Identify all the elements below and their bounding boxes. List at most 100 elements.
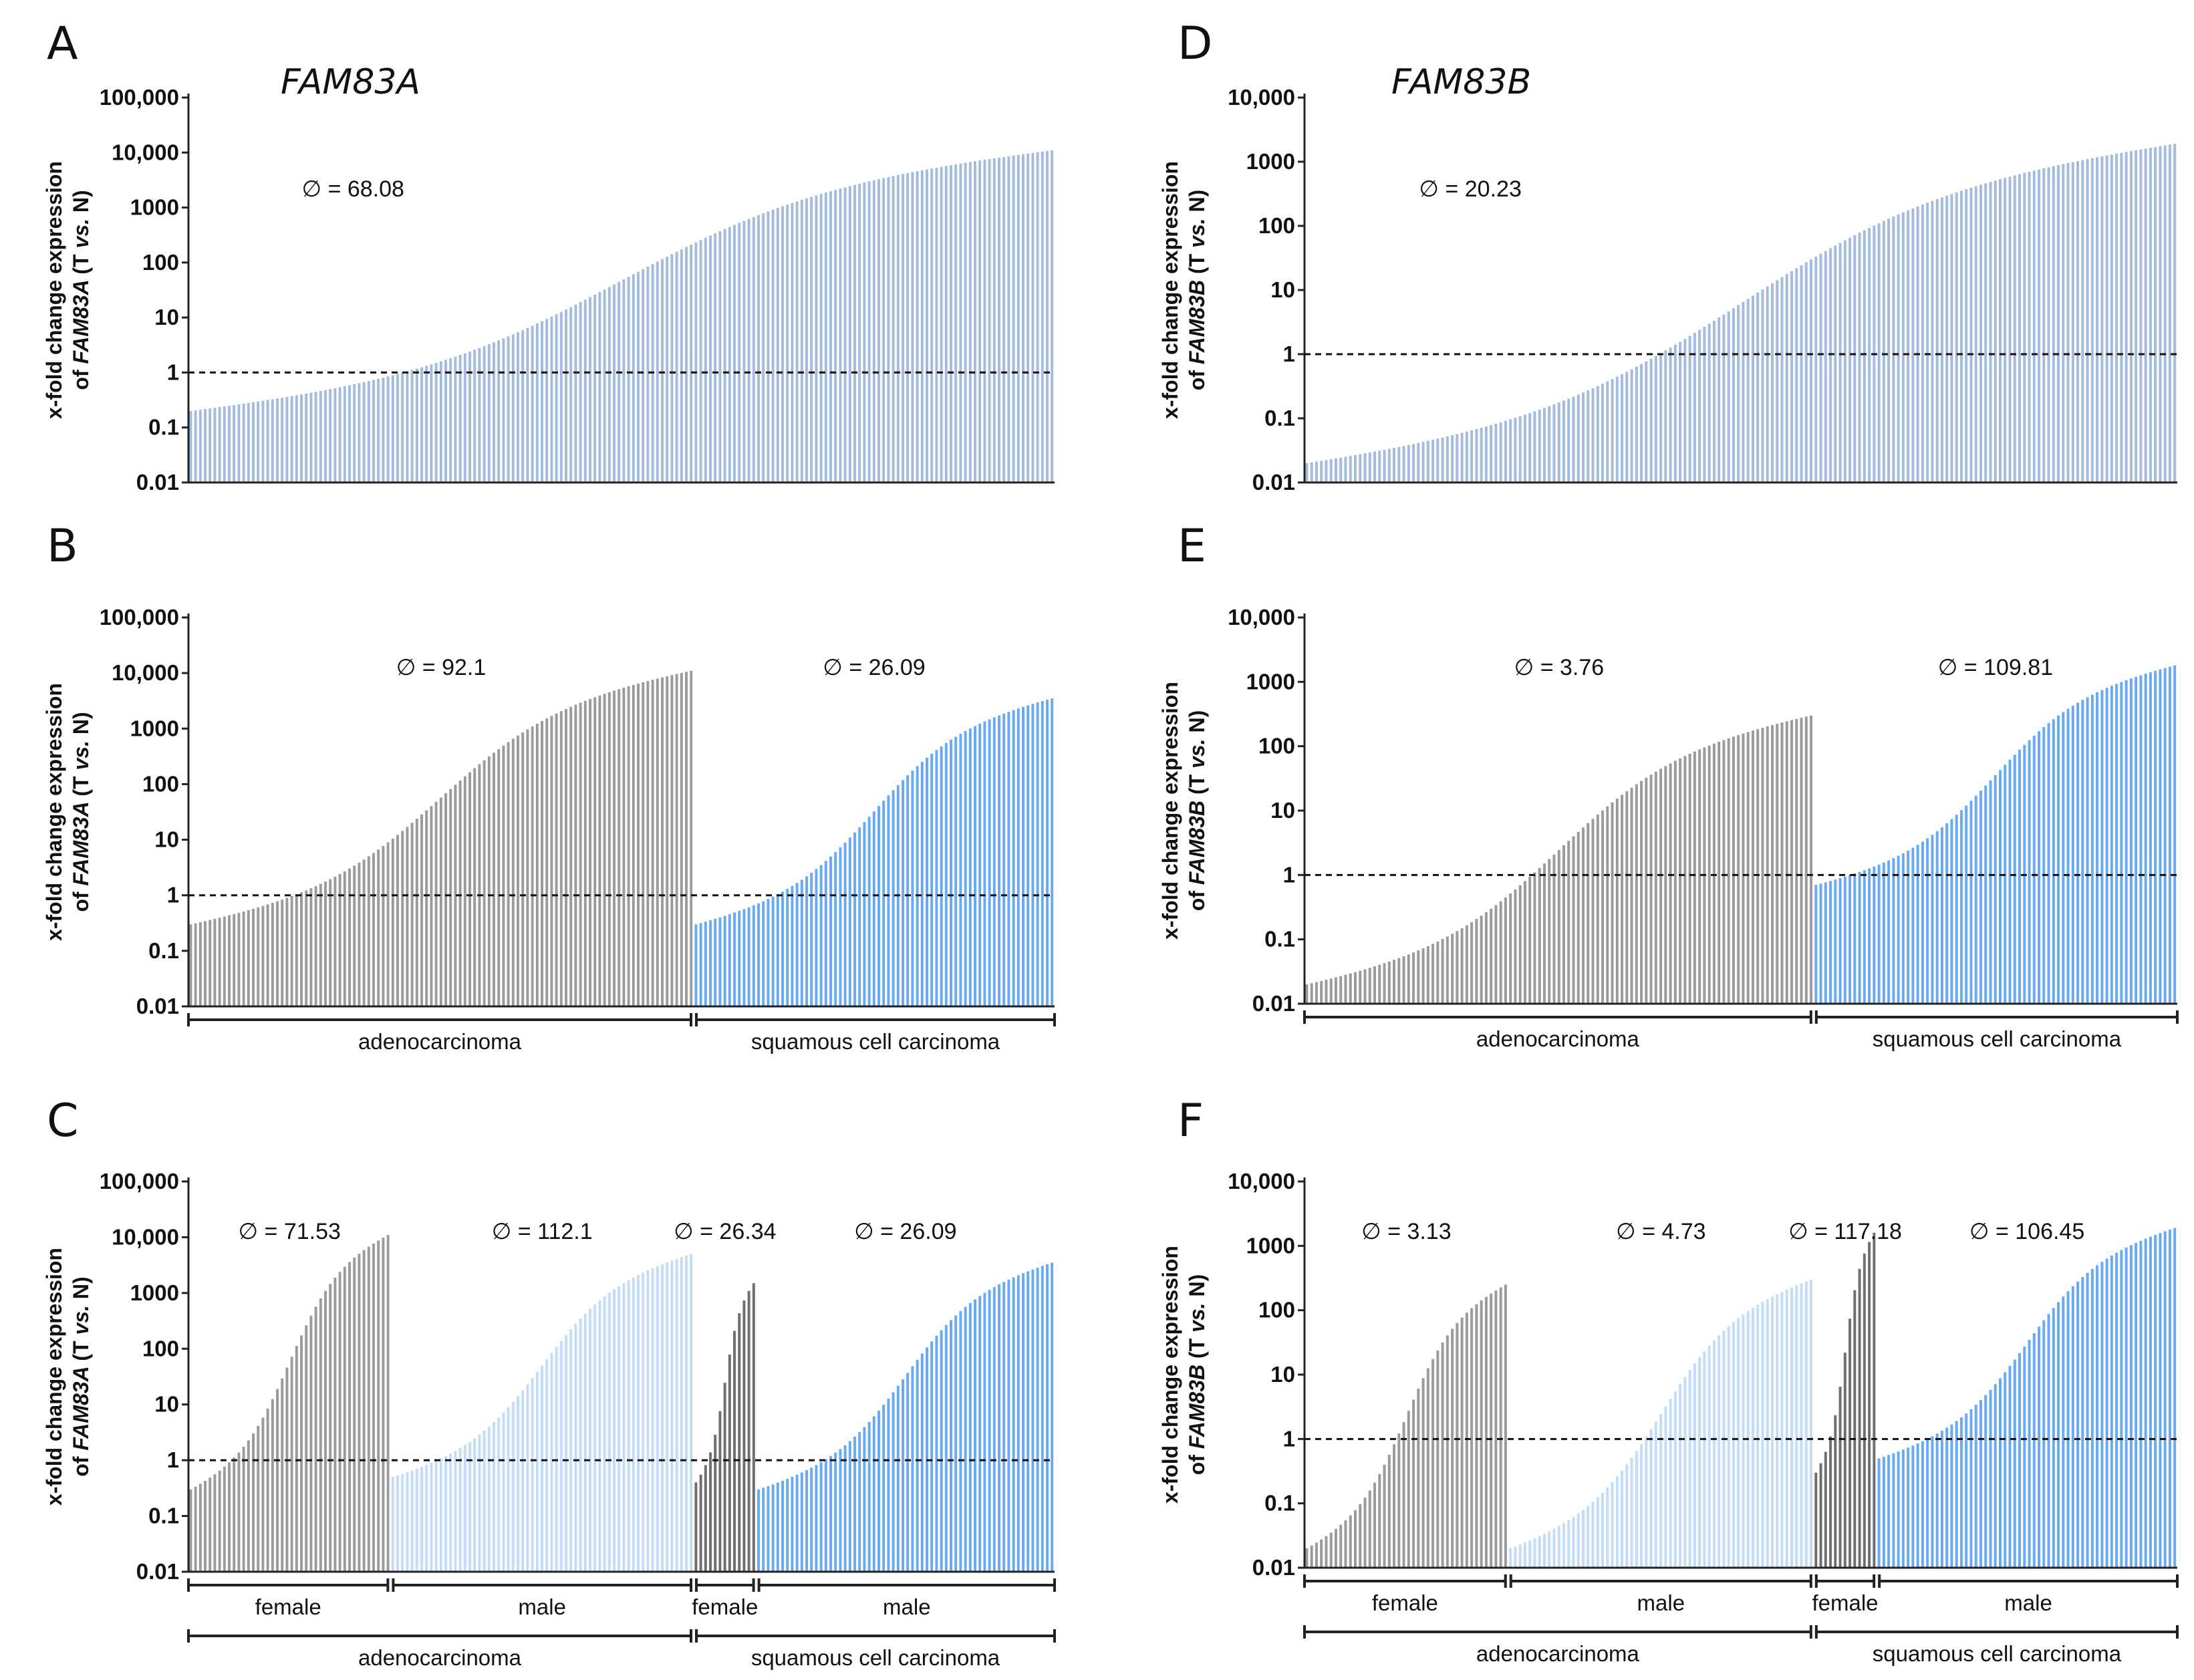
bar bbox=[627, 1280, 630, 1572]
bar bbox=[742, 909, 746, 1006]
bar bbox=[1387, 448, 1391, 482]
bar bbox=[1031, 704, 1035, 1006]
bar bbox=[920, 1353, 924, 1572]
bar bbox=[1877, 864, 1881, 1004]
bar bbox=[776, 208, 779, 482]
bar bbox=[2163, 1231, 2167, 1568]
bar bbox=[1022, 706, 1024, 1006]
bar bbox=[583, 700, 587, 1006]
bar bbox=[762, 1488, 765, 1572]
bar bbox=[396, 374, 399, 482]
bar bbox=[1334, 1528, 1337, 1568]
bar bbox=[1727, 1326, 1730, 1568]
bar bbox=[1688, 1370, 1691, 1568]
bar bbox=[1824, 1451, 1827, 1568]
y-axis-label-gene: FAM83B bbox=[1185, 1359, 1209, 1449]
bar bbox=[1426, 1368, 1429, 1568]
bar bbox=[877, 179, 880, 482]
bar bbox=[1649, 775, 1653, 1004]
bar bbox=[420, 1466, 423, 1572]
bar bbox=[2090, 1268, 2094, 1568]
bar bbox=[1911, 208, 1915, 482]
bar bbox=[1751, 730, 1754, 1004]
bar bbox=[1587, 390, 1590, 482]
bar bbox=[1829, 881, 1832, 1004]
bar bbox=[247, 909, 250, 1006]
bar bbox=[348, 868, 351, 1006]
bar bbox=[1007, 156, 1010, 482]
bar bbox=[1727, 738, 1730, 1004]
bar bbox=[728, 914, 731, 1006]
bar bbox=[1664, 350, 1667, 482]
group-bracket: adenocarcinoma bbox=[187, 1629, 692, 1670]
bar bbox=[1979, 1400, 1982, 1568]
bar bbox=[699, 923, 702, 1006]
bar bbox=[1012, 710, 1015, 1006]
bar bbox=[1412, 444, 1415, 482]
bar bbox=[415, 1468, 418, 1572]
bar bbox=[348, 1262, 351, 1572]
bar bbox=[863, 182, 866, 482]
bar bbox=[824, 1459, 827, 1572]
bar bbox=[401, 372, 404, 482]
bar bbox=[723, 916, 726, 1006]
bar bbox=[1431, 440, 1435, 482]
group-bracket: female bbox=[1303, 1574, 1507, 1615]
bar bbox=[1955, 192, 1958, 482]
bar bbox=[858, 827, 861, 1006]
bar bbox=[1007, 1279, 1010, 1572]
bar bbox=[198, 410, 202, 482]
bar bbox=[675, 1258, 678, 1572]
bar bbox=[1514, 1546, 1517, 1568]
bar bbox=[1460, 928, 1464, 1004]
bar bbox=[223, 916, 226, 1006]
bar bbox=[1780, 277, 1784, 482]
bar bbox=[983, 160, 986, 483]
bar bbox=[1051, 150, 1054, 482]
bar bbox=[834, 190, 837, 482]
bar bbox=[367, 1246, 370, 1572]
bar bbox=[1863, 230, 1866, 482]
bar bbox=[2090, 158, 2094, 482]
y-axis-label-vs: vs. bbox=[69, 213, 93, 248]
bar bbox=[1959, 810, 1963, 1004]
bar bbox=[2013, 175, 2016, 482]
bar bbox=[1460, 432, 1464, 482]
bar bbox=[2013, 754, 2016, 1004]
bar bbox=[1022, 154, 1024, 482]
y-tick-label: 0.1 bbox=[148, 1504, 179, 1528]
bar bbox=[559, 311, 563, 482]
bar bbox=[589, 1308, 591, 1572]
bar bbox=[1732, 1322, 1735, 1568]
bar bbox=[1742, 301, 1745, 482]
group-bracket: squamous cell carcinoma bbox=[695, 1013, 1056, 1054]
bar bbox=[800, 1472, 803, 1572]
bar bbox=[1683, 339, 1687, 482]
y-axis-label-gene: FAM83B bbox=[1185, 274, 1209, 364]
bar bbox=[1572, 396, 1575, 482]
y-tick-label: 100 bbox=[1258, 734, 1295, 758]
bar bbox=[309, 888, 313, 1006]
bar bbox=[1645, 361, 1648, 482]
bar bbox=[1344, 1520, 1347, 1568]
bar bbox=[2115, 1252, 2118, 1568]
mean-label: ∅ = 20.23 bbox=[1419, 176, 1521, 202]
y-axis-label-line2: of bbox=[69, 886, 93, 912]
bar bbox=[1606, 806, 1609, 1004]
bar bbox=[1969, 801, 1973, 1004]
bar bbox=[1387, 961, 1391, 1004]
bar bbox=[473, 1438, 476, 1572]
bar bbox=[463, 1445, 466, 1572]
bar bbox=[738, 911, 741, 1006]
bar bbox=[1572, 1516, 1575, 1568]
bar bbox=[1916, 845, 1919, 1004]
bar bbox=[1940, 1430, 1943, 1568]
mean-label: ∅ = 3.76 bbox=[1514, 655, 1605, 680]
bar bbox=[1804, 262, 1808, 482]
bar bbox=[1994, 180, 1997, 482]
bar bbox=[1567, 1520, 1570, 1568]
bar bbox=[988, 1290, 991, 1572]
bar bbox=[1557, 402, 1560, 482]
mean-label: ∅ = 92.1 bbox=[396, 655, 487, 680]
y-tick-label: 0.1 bbox=[1264, 406, 1295, 430]
